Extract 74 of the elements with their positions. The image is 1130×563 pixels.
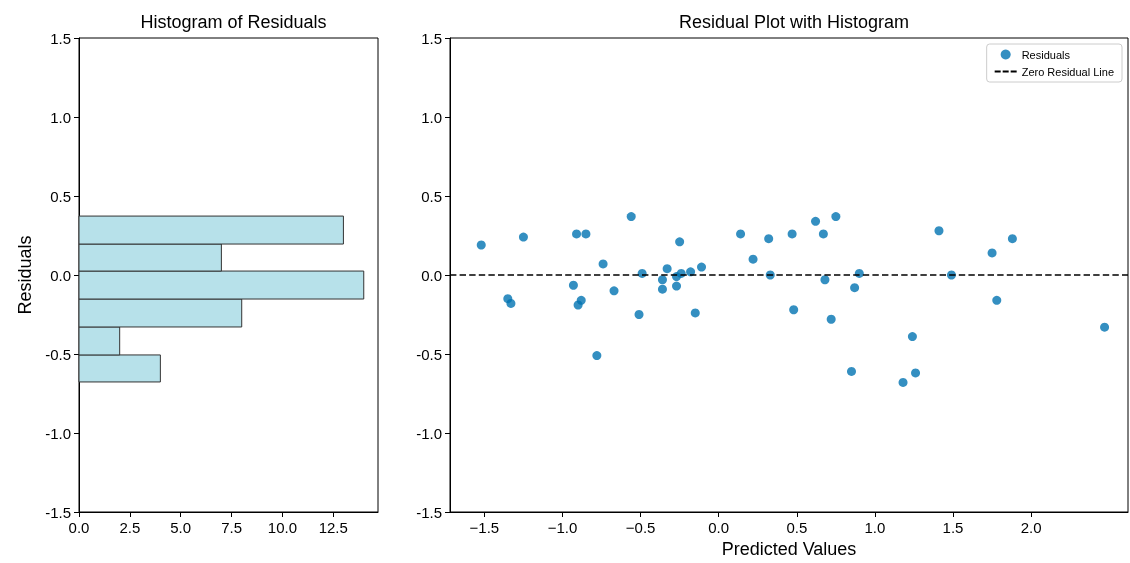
- point: [690, 308, 700, 318]
- point: [850, 283, 860, 293]
- point: [697, 262, 707, 272]
- point: [820, 275, 830, 285]
- y-tick-label: 0.0: [421, 266, 442, 284]
- point: [736, 229, 746, 239]
- point: [657, 275, 667, 285]
- point: [662, 264, 672, 274]
- point: [987, 248, 997, 258]
- point: [581, 229, 591, 239]
- y-tick-label: 1.5: [50, 29, 71, 47]
- point: [847, 366, 856, 376]
- y-tick-label: -1.5: [45, 503, 71, 521]
- x-tick-label: 2.0: [1020, 519, 1042, 536]
- point: [811, 216, 821, 226]
- y-tick-label: 1.0: [421, 108, 442, 126]
- y-tick-label: 1.5: [421, 29, 442, 47]
- legend-label: Zero Residual Line: [1021, 65, 1115, 78]
- point: [764, 234, 774, 244]
- y-axis-title: Residuals: [15, 235, 35, 315]
- y-tick-label: -0.5: [416, 345, 442, 363]
- y-tick-label: -1.0: [416, 424, 442, 442]
- x-tick-label: 10.0: [267, 519, 297, 536]
- x-tick-label: −0.5: [625, 519, 656, 536]
- x-tick-label: 5.0: [170, 519, 192, 536]
- chart-title: Histogram of Residuals: [140, 12, 327, 32]
- point: [609, 286, 619, 296]
- point: [675, 237, 685, 247]
- x-tick-label: 2.5: [119, 519, 141, 536]
- x-tick-label: −1.5: [469, 519, 500, 536]
- point: [592, 351, 602, 361]
- point: [518, 232, 528, 242]
- point: [598, 259, 608, 269]
- point: [476, 240, 486, 250]
- point: [1100, 322, 1110, 332]
- point: [634, 310, 644, 319]
- point: [911, 368, 921, 378]
- x-tick-label: 1.5: [942, 519, 964, 536]
- y-tick-label: -0.5: [45, 345, 71, 363]
- x-tick-label: 0.0: [68, 519, 90, 536]
- point: [907, 332, 917, 342]
- point: [818, 229, 828, 239]
- y-tick-label: 0.5: [421, 187, 442, 205]
- point: [898, 377, 908, 387]
- y-tick-label: -1.0: [45, 424, 71, 442]
- point: [934, 226, 944, 236]
- point: [506, 298, 516, 308]
- point: [672, 281, 682, 291]
- x-tick-label: −1.0: [547, 519, 578, 536]
- point: [573, 300, 583, 310]
- chart-title: Residual Plot with Histogram: [678, 12, 910, 32]
- x-tick-label: 0.5: [786, 519, 808, 536]
- point: [992, 295, 1002, 305]
- x-axis-title: Predicted Values: [721, 539, 857, 559]
- point: [572, 229, 582, 239]
- x-tick-label: 1.0: [864, 519, 886, 536]
- point: [831, 212, 841, 222]
- x-tick-label: 12.5: [318, 519, 348, 536]
- point: [826, 314, 836, 324]
- point: [568, 280, 578, 290]
- point: [657, 284, 667, 294]
- point: [787, 229, 797, 239]
- y-tick-label: 0.0: [50, 266, 71, 284]
- point: [1007, 234, 1017, 244]
- y-tick-label: 0.5: [50, 187, 71, 205]
- point: [626, 212, 636, 222]
- x-tick-label: 7.5: [221, 519, 242, 536]
- point: [686, 267, 696, 277]
- x-tick-label: 0.0: [708, 519, 730, 536]
- y-tick-label: 1.0: [50, 108, 71, 126]
- legend-label: Residuals: [1021, 48, 1071, 61]
- point: [789, 305, 799, 315]
- point: [748, 254, 758, 264]
- y-tick-label: -1.5: [416, 503, 442, 521]
